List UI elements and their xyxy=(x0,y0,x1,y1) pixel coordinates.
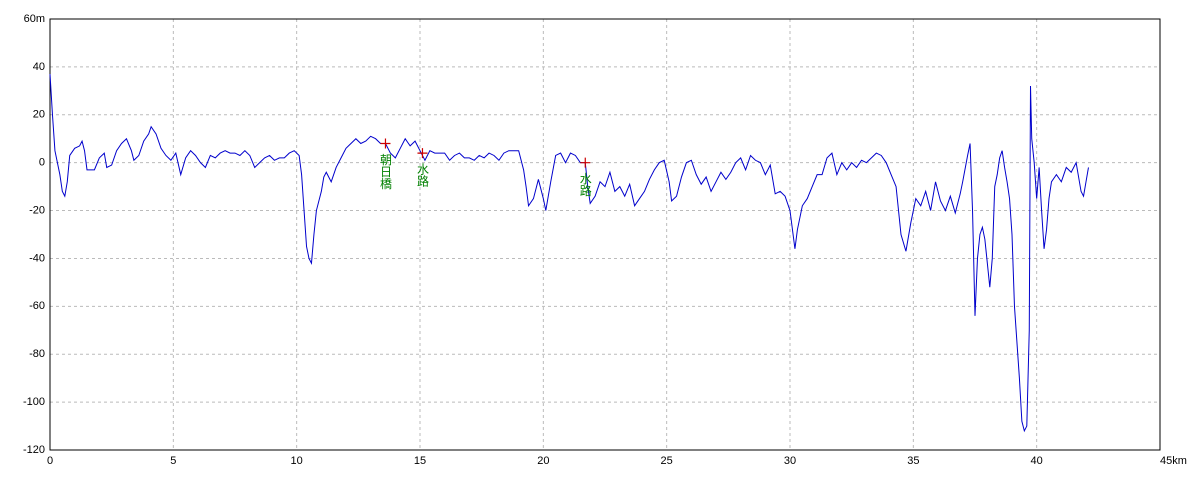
elevation-line xyxy=(49,74,1089,433)
x-tick-label: 30 xyxy=(784,455,796,467)
y-tick-label: 60m xyxy=(24,13,45,25)
y-tick-label: 40 xyxy=(33,61,45,73)
x-tick-label: 45km xyxy=(1160,455,1187,467)
plot-border xyxy=(49,18,1161,451)
y-tick-label: 0 xyxy=(39,157,45,169)
x-tick-label: 25 xyxy=(661,455,673,467)
annotation-label: 水路 xyxy=(578,172,592,197)
x-tick-label: 5 xyxy=(170,455,176,467)
x-tick-label: 0 xyxy=(47,455,53,467)
annotation-marker xyxy=(417,148,428,159)
y-tick-label: -40 xyxy=(29,252,45,264)
x-tick-label: 40 xyxy=(1031,455,1043,467)
annotation-marker xyxy=(580,157,591,168)
x-tick-label: 20 xyxy=(537,455,549,467)
annotation-marker xyxy=(380,138,391,149)
x-tick-label: 10 xyxy=(291,455,303,467)
y-tick-label: -20 xyxy=(29,204,45,216)
x-tick-label: 15 xyxy=(414,455,426,467)
y-tick-label: -80 xyxy=(29,348,45,360)
y-tick-label: 20 xyxy=(33,109,45,121)
y-tick-label: -100 xyxy=(23,396,45,408)
y-tick-label: -60 xyxy=(29,300,45,312)
y-tick-label: -120 xyxy=(23,444,45,456)
annotation-label: 水路 xyxy=(415,163,429,188)
x-tick-label: 35 xyxy=(907,455,919,467)
annotation-label: 朝日橋 xyxy=(378,153,392,190)
